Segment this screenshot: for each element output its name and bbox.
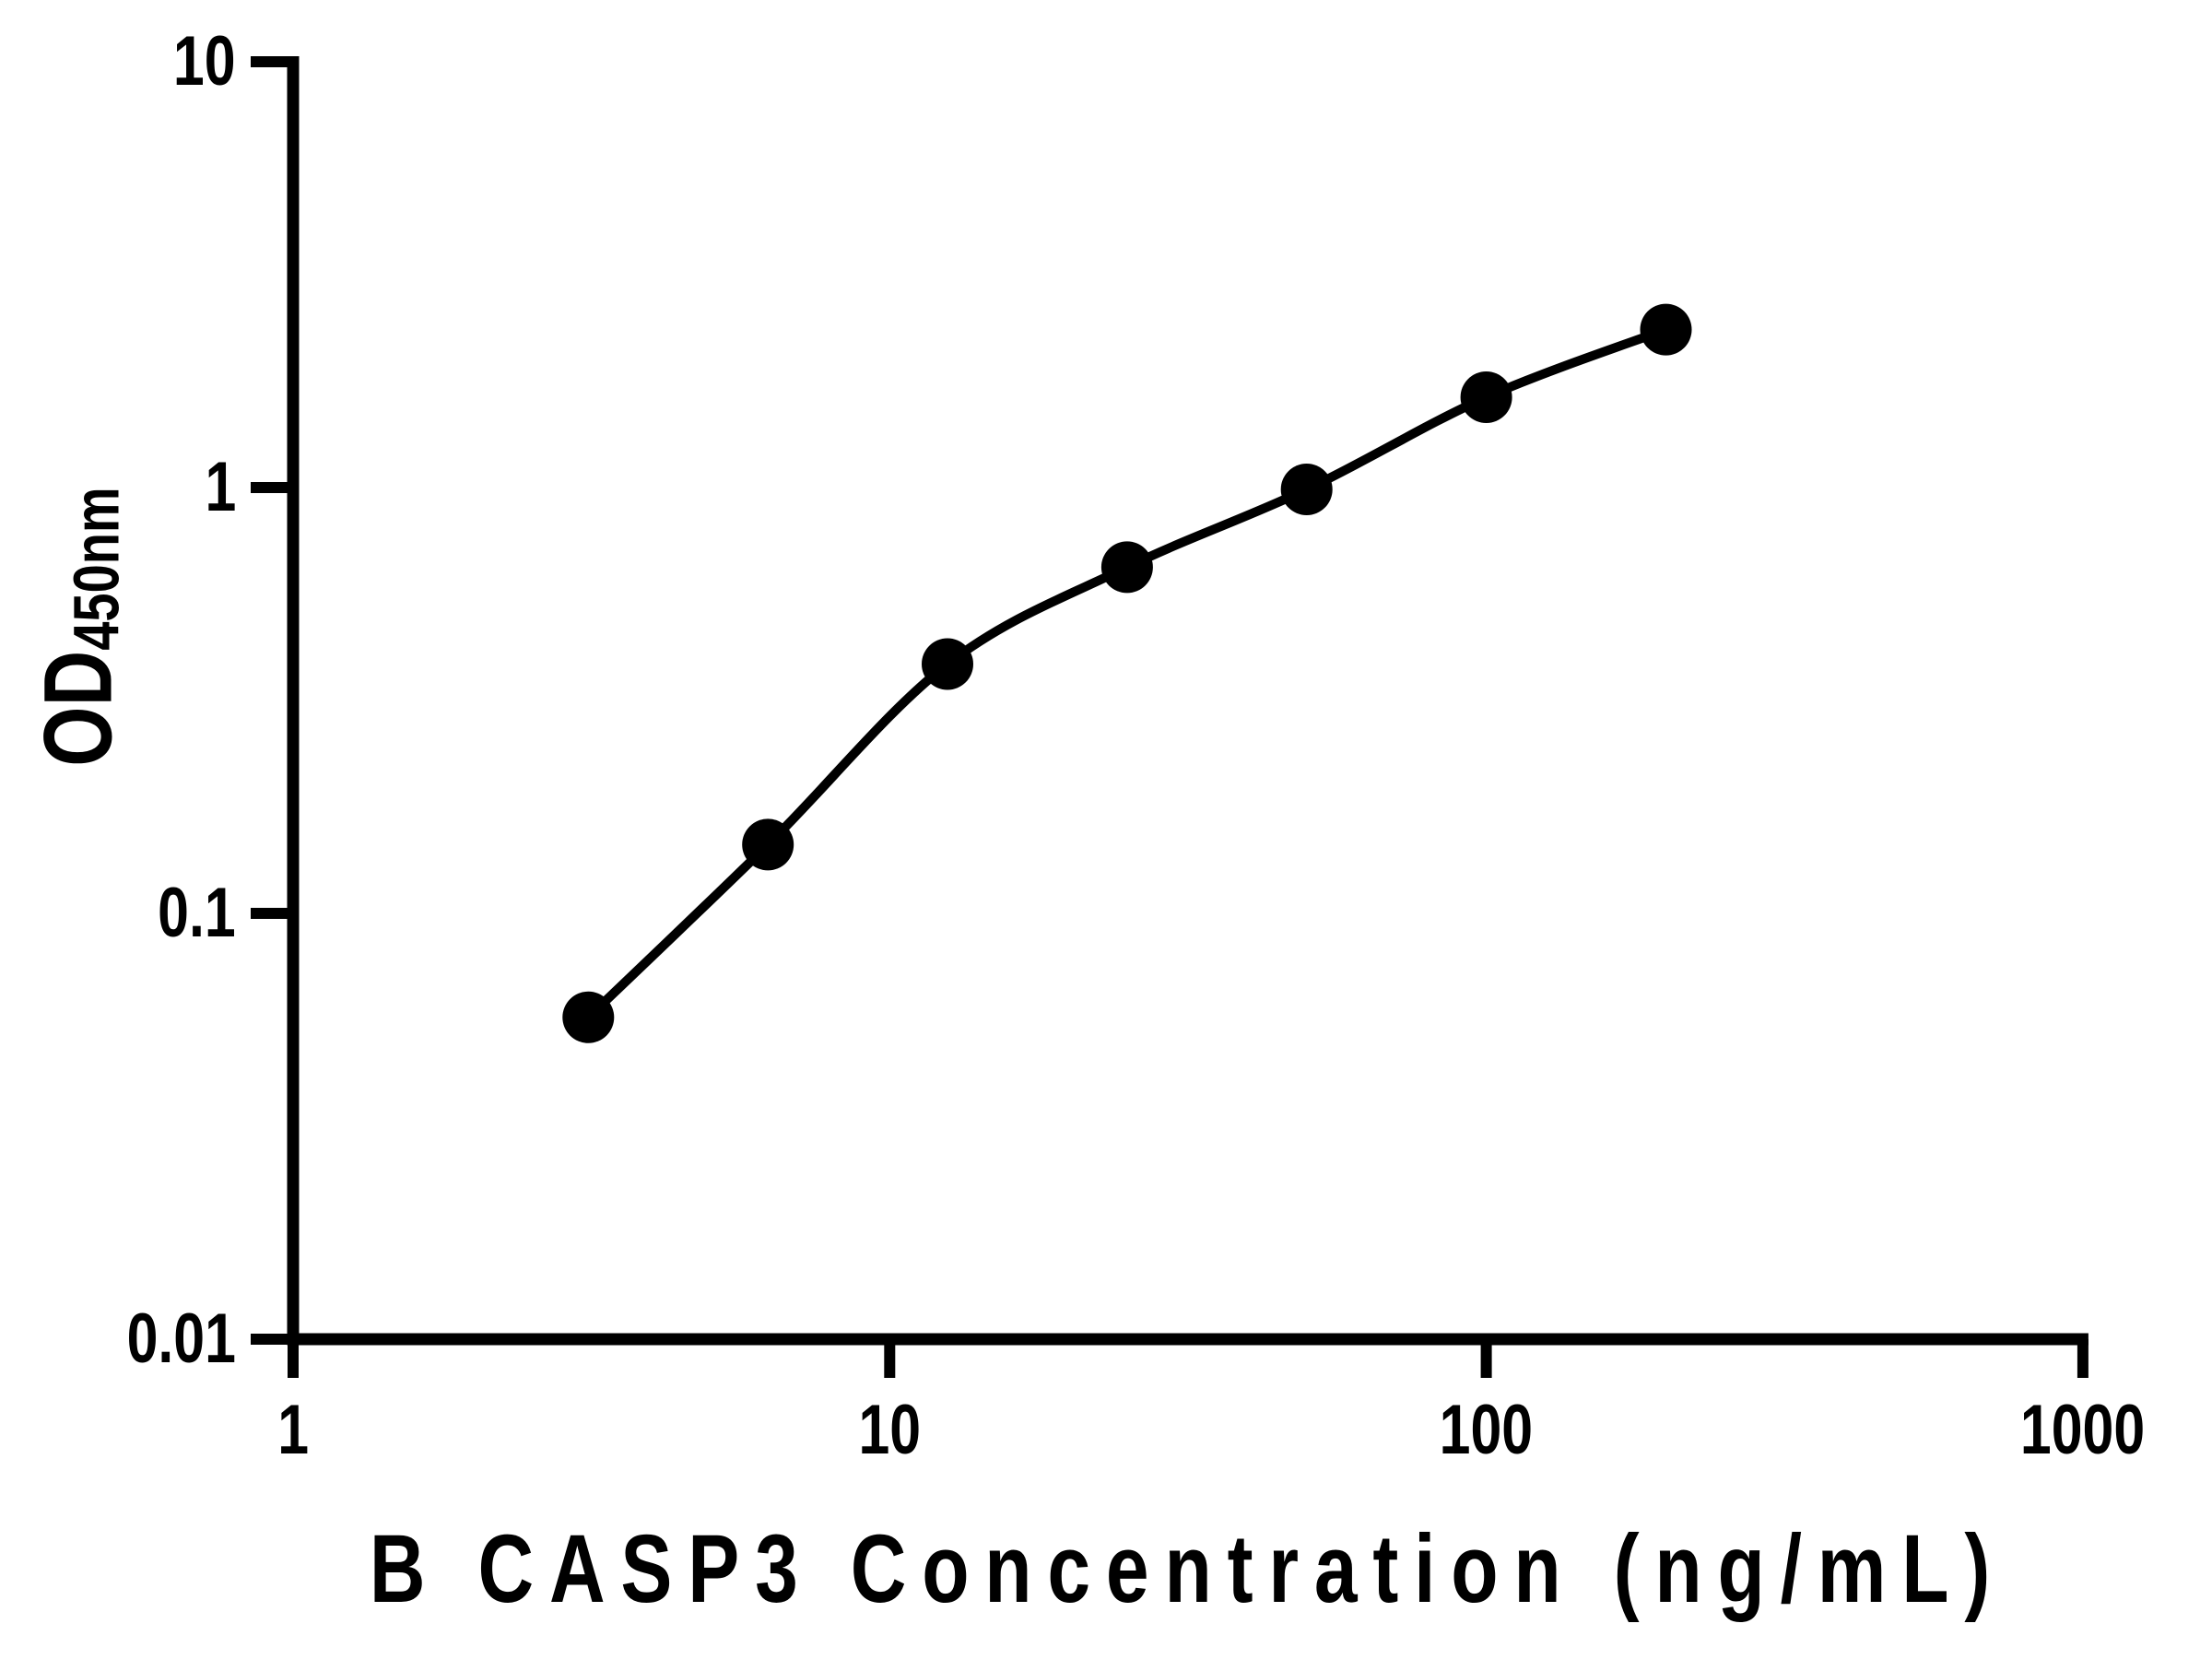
- x-tick-label-1000: 1000: [2020, 1391, 2146, 1469]
- axes: [251, 56, 2088, 1378]
- data-point-marker-2: [742, 818, 794, 871]
- data-point-marker-3: [922, 638, 973, 690]
- data-point-marker-6: [1460, 371, 1512, 423]
- x-tick-label-1: 1: [277, 1391, 309, 1469]
- y-axis-title: OD450nm: [24, 487, 147, 766]
- data-point-marker-5: [1280, 464, 1333, 515]
- y-tick-label-1: 1: [205, 448, 236, 526]
- data-point-marker-1: [562, 991, 615, 1043]
- x-axis-title: B CASP3 Concentration (ng/mL): [0, 1516, 2212, 1622]
- y-axis-title-main: OD: [24, 650, 133, 767]
- x-axis-title-text: B CASP3 Concentration (ng/mL): [370, 1515, 2006, 1623]
- y-tick-label-0.01: 0.01: [126, 1300, 236, 1378]
- standard-curve-line: [584, 324, 1668, 1021]
- x-tick-label-10: 10: [858, 1391, 922, 1469]
- x-tick-label-100: 100: [1439, 1391, 1534, 1469]
- y-tick-label-10: 10: [173, 22, 236, 100]
- data-point-marker-4: [1100, 541, 1153, 594]
- fit-curve-layer: [584, 324, 1668, 1021]
- data-points-layer: [562, 303, 1692, 1043]
- y-tick-label-0.1: 0.1: [158, 874, 236, 952]
- data-point-marker-7: [1640, 303, 1692, 356]
- y-axis-title-subscript: 450nm: [60, 487, 133, 651]
